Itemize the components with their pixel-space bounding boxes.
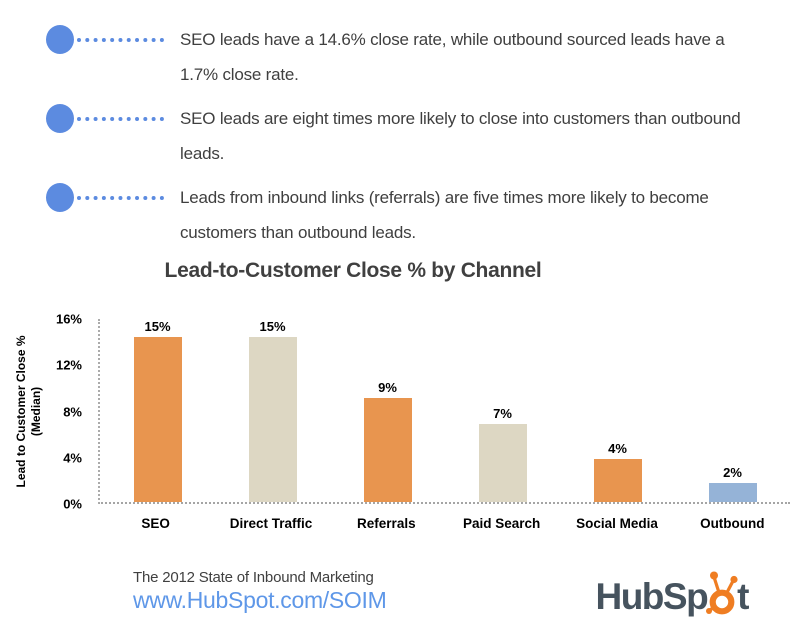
y-tick-label: 4% <box>63 450 82 466</box>
bullet-text-line: 1.7% close rate. <box>180 65 299 84</box>
x-axis-label: Direct Traffic <box>229 516 313 531</box>
source-url-link[interactable]: www.HubSpot.com/SOIM <box>133 587 387 613</box>
bar <box>593 458 642 502</box>
source-text: The 2012 State of Inbound Marketing <box>133 569 374 586</box>
y-tick-label: 8% <box>63 404 82 419</box>
source-block: The 2012 State of Inbound Marketing www.… <box>133 569 387 614</box>
bullet-marker <box>46 180 180 215</box>
bullet-text: Leads from inbound links (referrals) are… <box>180 180 709 250</box>
footer: The 2012 State of Inbound Marketing www.… <box>133 569 749 619</box>
hubspot-sprocket-icon <box>706 571 738 615</box>
bar-value-label: 15% <box>259 319 286 334</box>
y-axis-ticks: 16% 12% 8% 4% 0% <box>0 312 90 512</box>
bar <box>363 397 412 502</box>
bar-column: 4% <box>560 319 675 502</box>
x-axis-label: Outbound <box>700 516 765 531</box>
bar-column: 7% <box>445 319 560 502</box>
dotted-leader-line <box>77 195 164 200</box>
bar-value-label: 2% <box>723 464 742 480</box>
key-takeaways: SEO leads have a 14.6% close rate, while… <box>0 0 796 250</box>
x-axis-labels: SEO Direct Traffic Referrals Paid Search Soc… <box>98 516 790 531</box>
bullet-item: SEO leads are eight times more likely to… <box>46 101 796 171</box>
x-axis-label: Paid Search <box>463 516 541 531</box>
bar <box>478 424 527 502</box>
bullet-text-line: leads. <box>180 144 225 163</box>
bar-chart: Lead to Customer Close % (Median) 16% 12%… <box>0 312 796 551</box>
bar-column: 15% <box>215 319 330 502</box>
bullet-text: SEO leads are eight times more likely to… <box>180 101 741 171</box>
x-axis-label: Social Media <box>576 516 658 531</box>
bar-column: 9% <box>330 319 445 502</box>
bar-column: 2% <box>675 319 790 502</box>
plot-area: 15% 15% 9% 7% 4% 2% <box>98 319 790 504</box>
bullet-item: Leads from inbound links (referrals) are… <box>46 180 796 250</box>
logo-text-prefix: HubSp <box>595 576 708 617</box>
bullet-text-line: Leads from inbound links (referrals) are… <box>180 188 709 207</box>
x-axis-label: Referrals <box>357 516 416 531</box>
bullet-text-line: SEO leads have a 14.6% close rate, while… <box>180 30 725 49</box>
bar <box>708 482 757 502</box>
bar-value-label: 9% <box>378 379 397 395</box>
bar-column: 15% <box>100 319 215 502</box>
bullet-text: SEO leads have a 14.6% close rate, while… <box>180 22 725 92</box>
bullet-text-line: customers than outbound leads. <box>180 223 416 242</box>
bar-value-label: 4% <box>608 440 627 456</box>
bullet-circle-icon <box>46 183 74 212</box>
bullet-item: SEO leads have a 14.6% close rate, while… <box>46 22 796 92</box>
x-axis-label: SEO <box>141 516 170 531</box>
bullet-circle-icon <box>46 25 74 54</box>
bullet-text-line: SEO leads are eight times more likely to… <box>180 109 741 128</box>
y-tick-label: 16% <box>55 311 82 327</box>
bar <box>248 337 297 502</box>
logo-text-suffix: t <box>737 576 749 617</box>
y-tick-label: 12% <box>55 357 82 373</box>
y-tick-label: 0% <box>63 496 82 512</box>
dotted-leader-line <box>77 37 164 42</box>
bar <box>133 337 182 502</box>
bar-value-label: 15% <box>144 319 171 334</box>
bullet-circle-icon <box>46 104 74 133</box>
hubspot-logo: HubSp t <box>595 569 749 619</box>
chart-title: Lead-to-Customer Close % by Channel <box>164 259 542 282</box>
bar-value-label: 7% <box>493 406 512 422</box>
dotted-leader-line <box>77 116 164 121</box>
bullet-marker <box>46 101 180 136</box>
bullet-marker <box>46 22 180 57</box>
